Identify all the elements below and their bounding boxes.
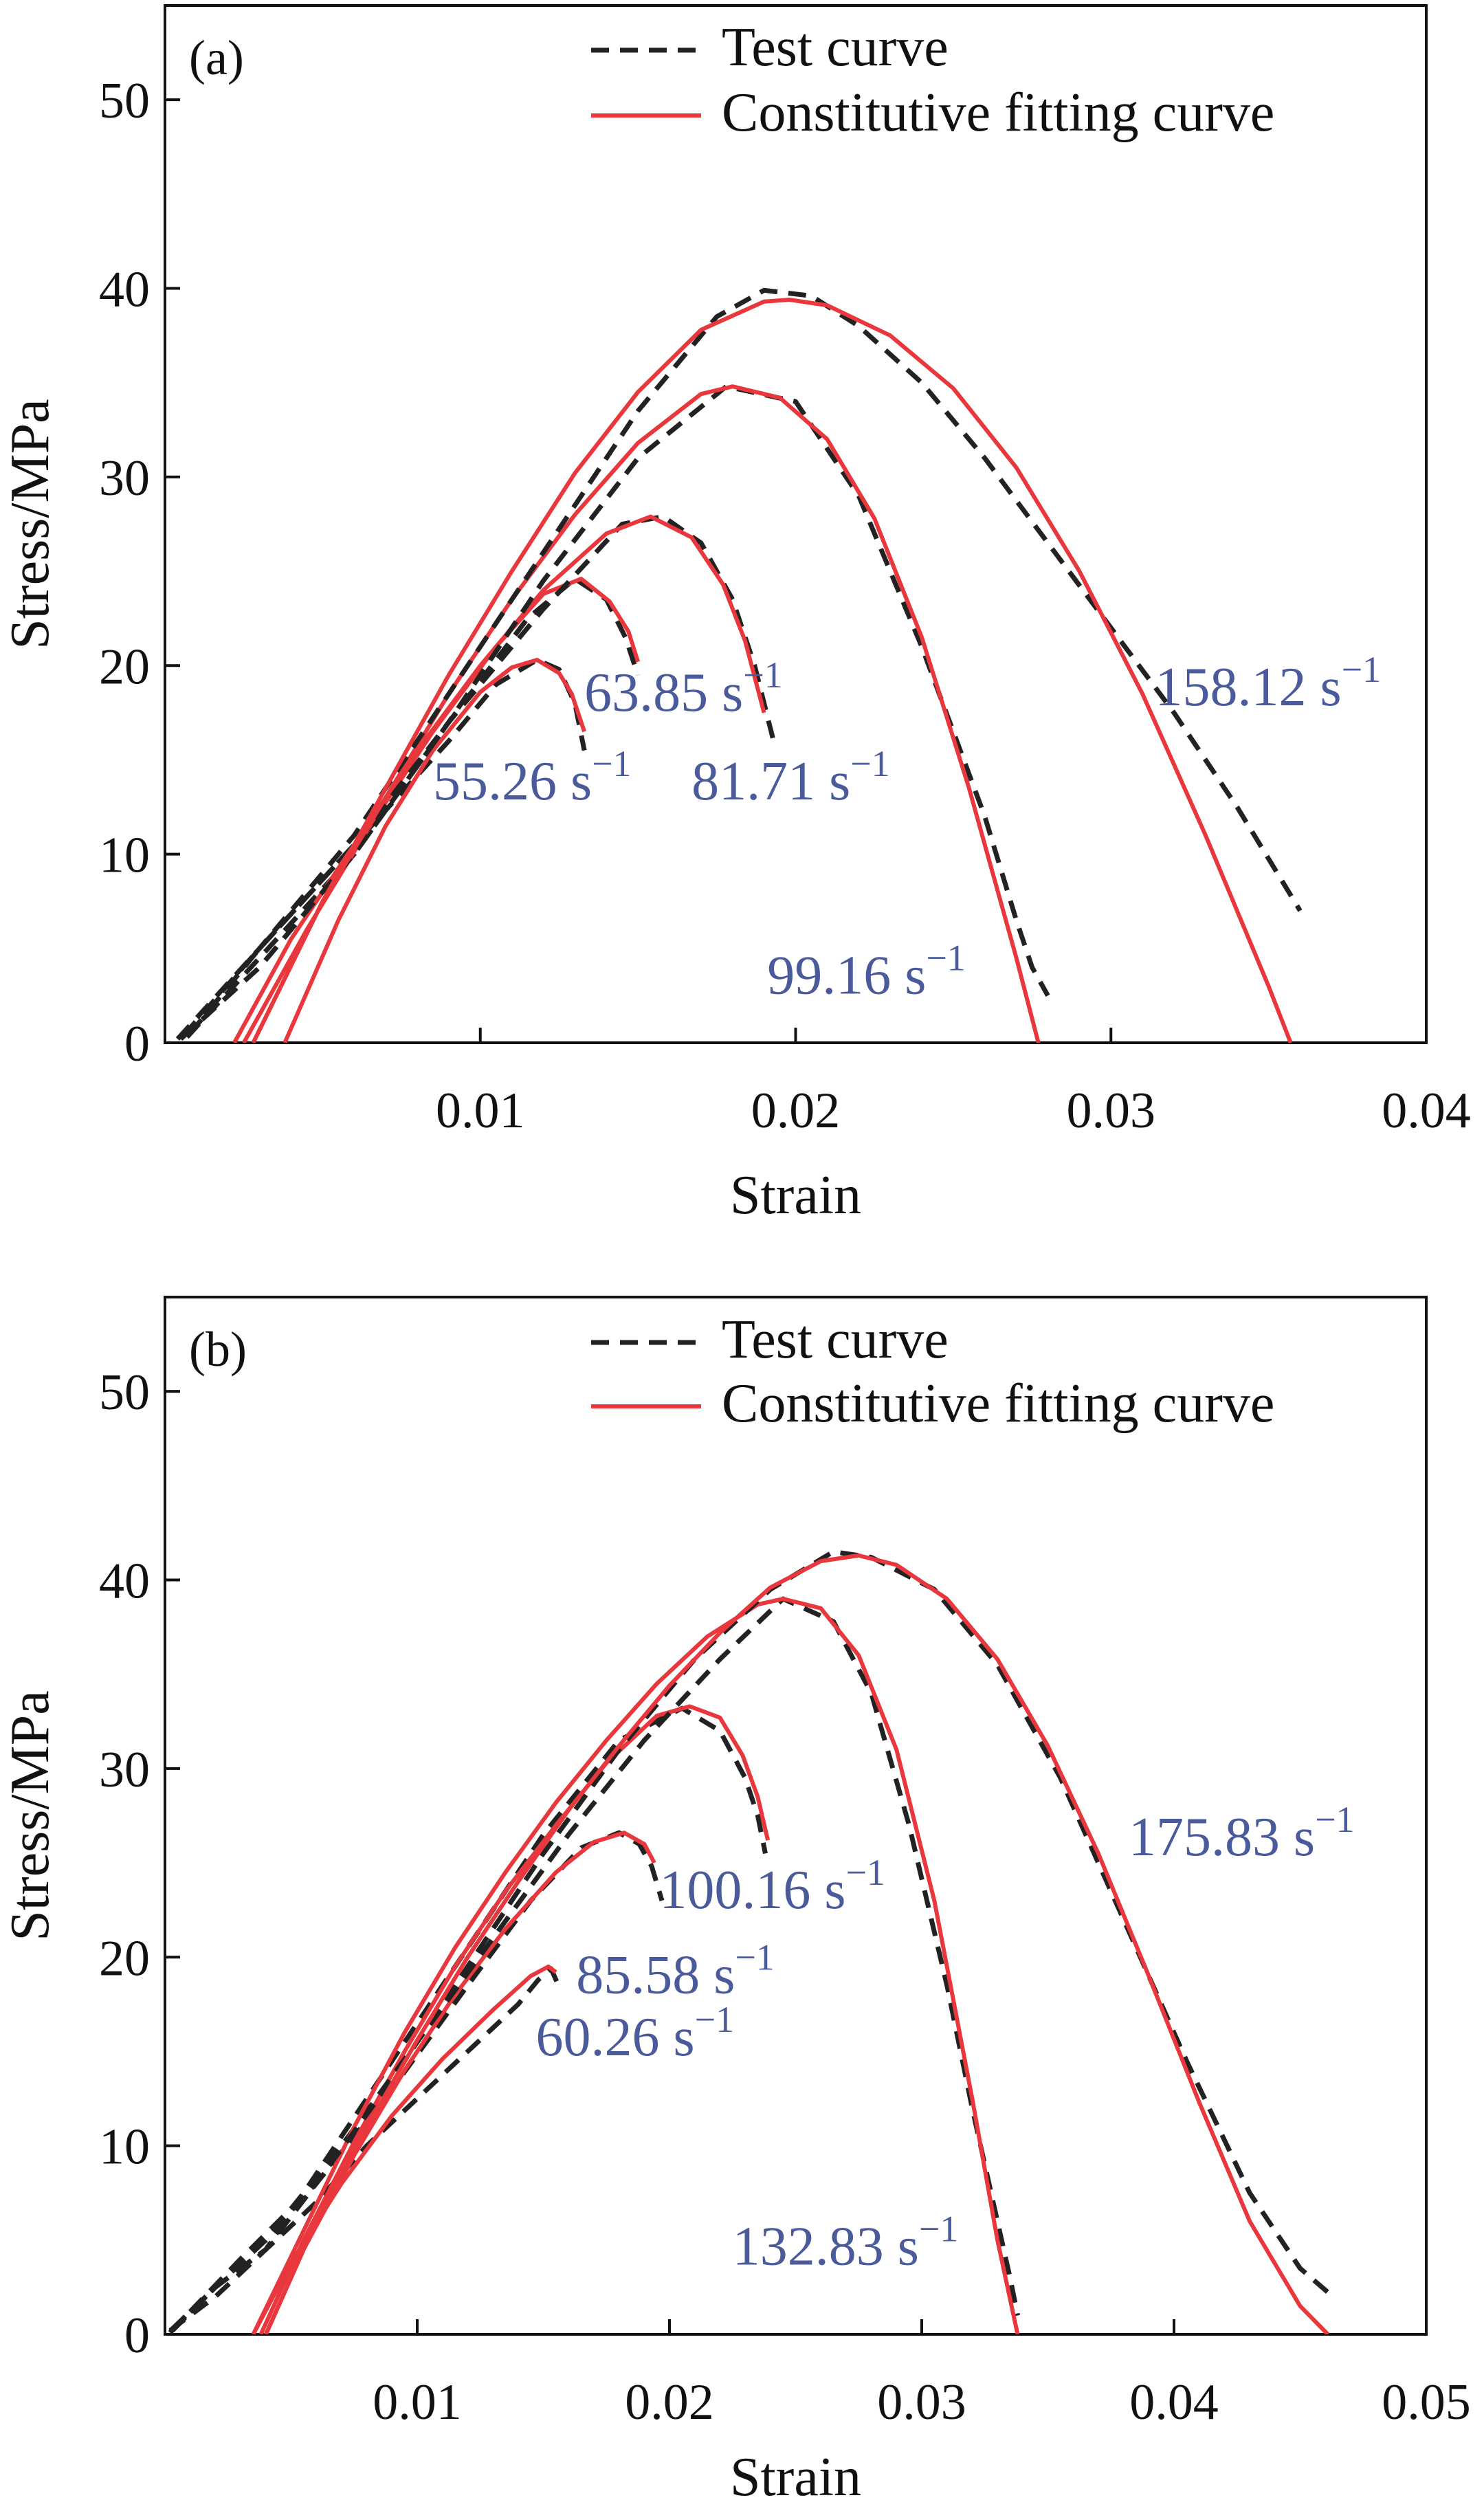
- fit-curve-175.83: [264, 1553, 1330, 2334]
- rate-value: 55.26 s: [433, 751, 592, 812]
- rate-label-175.83: 175.83 s−1: [1129, 1799, 1355, 1868]
- y-tick-label: 0: [124, 2308, 150, 2364]
- rate-label-158.12: 158.12 s−1: [1155, 649, 1381, 718]
- rate-label-100.16: 100.16 s−1: [659, 1852, 885, 1921]
- legend-test-label: Test curve: [722, 1309, 949, 1370]
- rate-value: 63.85 s: [584, 663, 743, 723]
- curves: [175, 287, 1303, 1043]
- y-tick-label: 10: [99, 2119, 150, 2176]
- rate-value: 85.58 s: [576, 1945, 735, 2005]
- panel-label: (b): [189, 1322, 247, 1377]
- y-axis-label: Stress/MPa: [0, 1690, 60, 1941]
- rate-label-60.26: 60.26 s−1: [535, 1999, 734, 2068]
- rate-label-99.16: 99.16 s−1: [767, 938, 966, 1006]
- x-tick-label: 0.02: [625, 2374, 714, 2431]
- x-tick-label: 0.04: [1382, 1083, 1471, 1139]
- test-curve-99.16: [179, 384, 1050, 1041]
- fit-curve-60.26: [251, 1965, 557, 2334]
- legend-fit-label: Constitutive fitting curve: [722, 1373, 1274, 1434]
- y-tick-label: 40: [99, 1553, 150, 1610]
- curves: [168, 1549, 1335, 2334]
- y-tick-label: 20: [99, 1930, 150, 1987]
- rate-value: 81.71 s: [691, 751, 850, 812]
- x-axis-label: Strain: [730, 1165, 861, 1226]
- rate-value: 100.16 s: [659, 1860, 845, 1921]
- rate-exponent: −1: [695, 1999, 734, 2040]
- rate-exponent: −1: [743, 654, 782, 696]
- test-curve-81.71: [181, 514, 776, 1037]
- x-tick-label: 0.04: [1129, 2374, 1219, 2431]
- y-tick-label: 50: [99, 73, 150, 129]
- fit-curve-85.58: [264, 1830, 656, 2334]
- legend-fit-label: Constitutive fitting curve: [722, 82, 1274, 143]
- test-curve-85.58: [170, 1830, 665, 2332]
- test-curve-175.83: [168, 1549, 1335, 2334]
- x-tick-label: 0.02: [751, 1083, 841, 1139]
- panel-label: (a): [189, 30, 244, 85]
- rate-exponent: −1: [926, 938, 965, 979]
- fit-curve-158.12: [251, 298, 1293, 1043]
- rate-label-132.83: 132.83 s−1: [733, 2208, 959, 2277]
- rate-label-63.85: 63.85 s−1: [584, 654, 783, 723]
- rate-exponent: −1: [1342, 649, 1381, 690]
- rate-value: 158.12 s: [1155, 657, 1341, 718]
- test-curve-100.16: [168, 1705, 768, 2333]
- x-axis-label: Strain: [730, 2447, 861, 2500]
- rate-value: 175.83 s: [1129, 1807, 1315, 1868]
- y-tick-label: 50: [99, 1364, 150, 1421]
- fit-curve-55.26: [283, 658, 586, 1043]
- rate-label-85.58: 85.58 s−1: [576, 1936, 775, 2005]
- test-curve-63.85: [185, 576, 641, 1039]
- y-axis-label: Stress/MPa: [0, 399, 60, 650]
- x-tick-label: 0.03: [877, 2374, 966, 2431]
- panel-b: 0 10 20 30 40 50 0.01 0.02 0.03 0.04 0.05 Strain Str…: [0, 1296, 1471, 2500]
- rate-value: 60.26 s: [535, 2007, 694, 2068]
- panel-a: 0 10 20 30 40 50 0.01 0.02 0.03 0.04 Strain Stress/…: [0, 4, 1471, 1226]
- fit-curve-132.83: [251, 1597, 1020, 2334]
- rate-exponent: −1: [850, 743, 889, 784]
- x-tick-label: 0.01: [373, 2374, 462, 2431]
- y-tick-label: 10: [99, 828, 150, 884]
- rate-value: 132.83 s: [733, 2216, 919, 2277]
- fit-curve-99.16: [251, 384, 1041, 1043]
- x-tick-label: 0.01: [436, 1083, 525, 1139]
- rate-label-81.71: 81.71 s−1: [691, 743, 890, 812]
- rate-label-55.26: 55.26 s−1: [433, 743, 632, 812]
- x-tick-label: 0.03: [1067, 1083, 1156, 1139]
- y-tick-label: 20: [99, 639, 150, 695]
- rate-exponent: −1: [592, 743, 631, 784]
- legend-test-label: Test curve: [722, 17, 949, 78]
- test-curve-158.12: [175, 287, 1303, 1041]
- rate-exponent: −1: [919, 2208, 958, 2249]
- y-tick-label: 30: [99, 1742, 150, 1798]
- plot-frame: [164, 1296, 1428, 2336]
- rate-exponent: −1: [845, 1852, 885, 1893]
- y-tick-label: 30: [99, 450, 150, 507]
- rate-exponent: −1: [735, 1936, 774, 1978]
- x-tick-label: 0.05: [1382, 2374, 1471, 2431]
- y-tick-label: 40: [99, 262, 150, 318]
- y-tick-label: 0: [124, 1016, 150, 1072]
- rate-exponent: −1: [1315, 1799, 1354, 1840]
- rate-value: 99.16 s: [767, 946, 926, 1006]
